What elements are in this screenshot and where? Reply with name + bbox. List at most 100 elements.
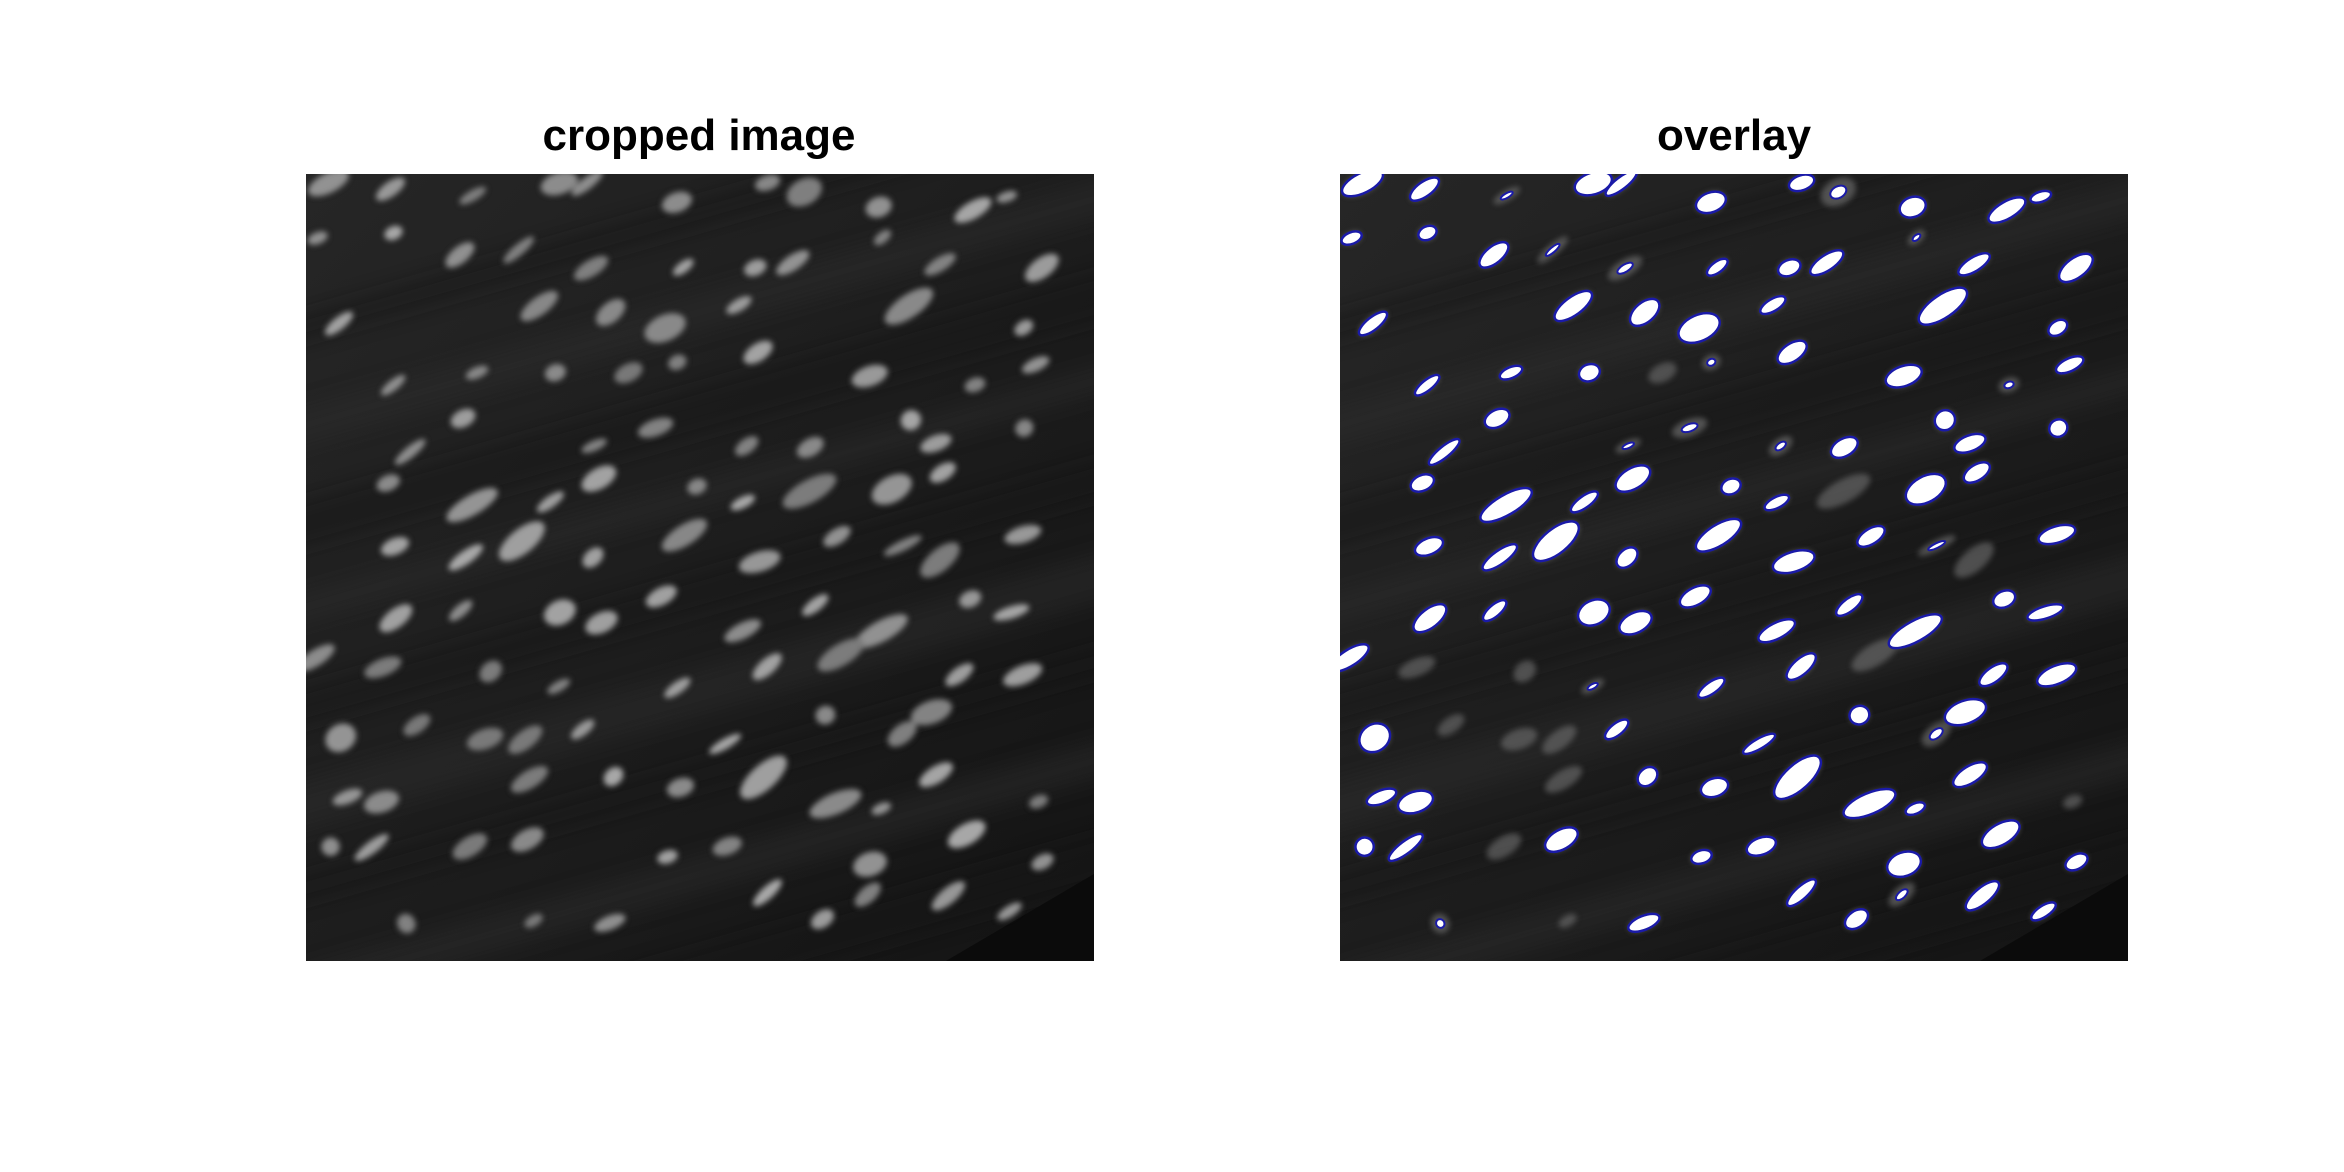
segmented-nucleus-mask <box>1531 520 1581 563</box>
nucleus <box>709 733 742 754</box>
segmented-nucleus-small <box>1894 888 1909 902</box>
segmented-nucleus-small <box>1621 441 1635 451</box>
nucleus <box>817 638 865 672</box>
dark-corner <box>946 874 1094 961</box>
fiber-band <box>306 607 1094 908</box>
segmented-nucleus-mask <box>1741 732 1777 756</box>
segmented-nucleus-mask <box>1357 310 1389 337</box>
nucleus <box>445 242 475 268</box>
segmented-nucleus-mask <box>2064 852 2089 872</box>
segmented-nucleus-small <box>1706 357 1717 367</box>
nucleus <box>854 614 908 649</box>
segmented-nucleus-small <box>1774 440 1787 452</box>
segmented-nucleus-mask <box>1772 754 1823 801</box>
fiber-band <box>1340 174 2128 389</box>
segmented-nucleus-mask <box>2047 318 2069 338</box>
segmentation-mask-layer <box>1340 174 2094 934</box>
segmented-nucleus-mask <box>1745 835 1778 857</box>
segmented-nucleus-mask <box>1898 195 1927 219</box>
overlay-nucleus-faint <box>1816 473 1871 509</box>
segmented-nucleus-mask <box>1917 286 1969 326</box>
segmented-nucleus-mask <box>1980 819 2021 850</box>
segmented-nucleus-mask <box>1829 435 1859 460</box>
fiber-band <box>1340 347 2128 649</box>
nucleus <box>712 836 742 856</box>
segmented-nucleus-mask <box>1573 174 1614 197</box>
nucleus <box>724 619 761 643</box>
nucleus <box>479 660 502 683</box>
overlay-nucleus-faint <box>1648 362 1677 384</box>
segmented-nucleus-mask <box>1478 240 1510 269</box>
segmented-nucleus-mask <box>1413 535 1445 558</box>
segmented-nucleus-mask <box>1957 251 1992 277</box>
segmented-nucleus-small <box>1586 681 1599 691</box>
nucleus <box>735 436 759 456</box>
nucleus <box>380 537 410 556</box>
nucleus <box>364 656 402 679</box>
nucleus <box>1031 853 1054 871</box>
nucleus <box>810 909 835 930</box>
nucleus <box>308 174 349 197</box>
fiber-band <box>1340 520 2128 841</box>
nucleus <box>354 833 389 861</box>
nucleus <box>571 719 595 740</box>
nucleus <box>448 544 484 571</box>
nucleus <box>1022 356 1050 374</box>
segmented-nucleus-mask <box>1387 832 1424 863</box>
nucleus <box>884 287 934 325</box>
nucleus <box>753 879 782 907</box>
segmented-nucleus-mask <box>1904 801 1927 817</box>
nucleus <box>510 766 549 793</box>
segmented-nucleus-mask <box>2035 661 2078 688</box>
nucleus <box>919 762 953 788</box>
segmented-nucleus-mask <box>1427 437 1461 467</box>
segmented-nucleus-mask <box>1412 602 1448 634</box>
segmented-nucleus-mask <box>1413 373 1441 397</box>
segmented-nucleus-mask <box>1720 477 1742 496</box>
cropped-image-svg <box>306 174 1094 961</box>
nuclei-layer <box>306 174 1059 934</box>
segmented-nucleus-mask <box>1483 407 1511 430</box>
segmented-nucleus-small <box>1544 242 1561 257</box>
overlay-svg <box>1340 174 2128 961</box>
segmented-nucleus-mask <box>1479 486 1533 524</box>
segmented-nucleus-mask <box>1627 912 1661 934</box>
nucleus <box>1029 794 1049 809</box>
segmented-nucleus-small <box>1435 918 1446 929</box>
nucleus <box>1003 663 1043 687</box>
segmented-nucleus-mask <box>1787 174 1816 193</box>
nucleus <box>815 705 836 725</box>
overlay-nucleus-faint <box>1542 725 1577 754</box>
nucleus <box>871 802 891 815</box>
nucleus <box>887 721 917 747</box>
nucleus <box>945 663 974 687</box>
nucleus <box>661 191 692 214</box>
segmented-nucleus-mask <box>1408 176 1441 202</box>
nucleus <box>738 550 781 574</box>
nucleus <box>540 174 578 196</box>
segmented-nucleus-mask <box>1678 584 1712 609</box>
segmented-nucleus-mask <box>1785 651 1818 682</box>
nucleus <box>853 851 887 877</box>
segmented-nucleus-mask <box>1834 592 1864 618</box>
segmented-nucleus-mask <box>1340 230 1363 247</box>
nucleus <box>920 542 960 578</box>
segmented-nucleus-mask <box>2047 418 2069 439</box>
nucleus <box>668 354 687 371</box>
segmented-nucleus-mask <box>1340 642 1370 673</box>
nucleus <box>306 644 335 672</box>
segmented-nucleus-mask <box>1885 850 1923 879</box>
segmented-nucleus-mask <box>2057 252 2094 284</box>
tissue-fiber-bands <box>306 174 1094 961</box>
nucleus <box>379 604 413 633</box>
segmented-nucleus-mask <box>1481 542 1519 572</box>
fiber-band <box>306 434 1094 745</box>
nucleus <box>450 408 476 429</box>
overlay-nucleus-faint <box>2063 794 2083 809</box>
nucleus <box>544 363 566 382</box>
segmented-nucleus-small <box>1911 233 1922 242</box>
segmented-nucleus-mask <box>1771 549 1816 575</box>
segmented-nucleus-mask <box>1887 613 1944 650</box>
nucleus <box>883 535 922 556</box>
segmented-nucleus-mask <box>1577 362 1602 383</box>
